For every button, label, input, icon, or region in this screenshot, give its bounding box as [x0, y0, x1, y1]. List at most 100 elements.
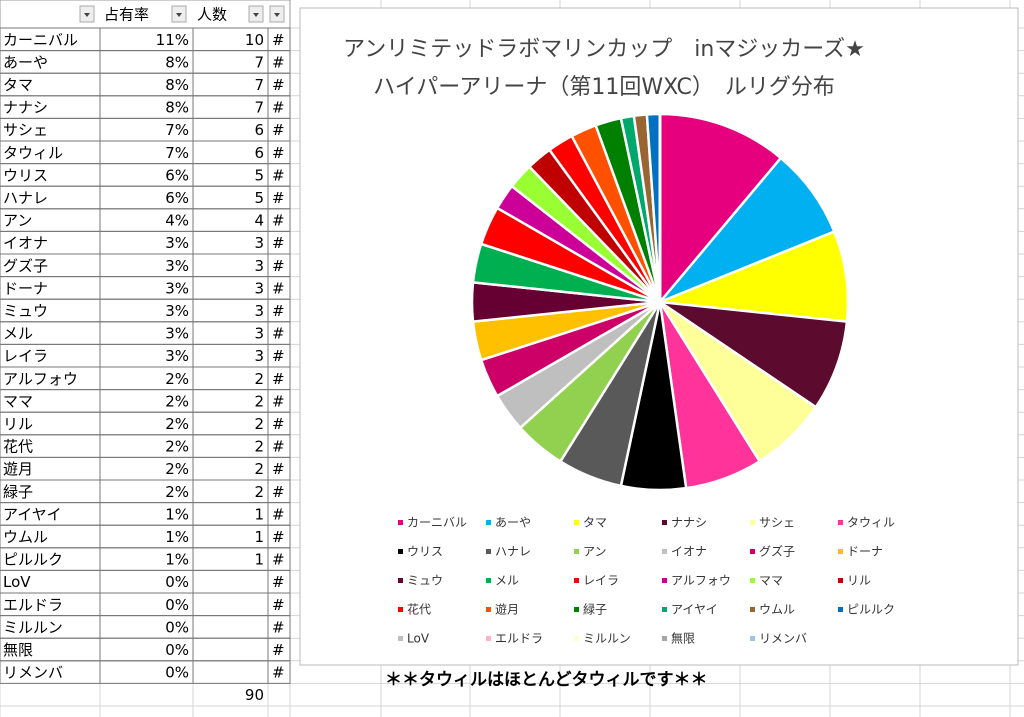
- count-cell: 3: [254, 302, 264, 320]
- legend-label: 花代: [407, 602, 431, 617]
- legend-swatch: [662, 520, 667, 525]
- name-cell: 遊月: [3, 460, 33, 478]
- name-cell: タマ: [3, 76, 33, 94]
- overflow-cell: #: [272, 618, 285, 636]
- share-cell: 2%: [165, 392, 189, 410]
- name-cell: カーニバル: [3, 31, 78, 49]
- name-cell: グズ子: [3, 257, 48, 275]
- pie-slice: [659, 156, 836, 304]
- share-cell: 3%: [165, 257, 189, 275]
- legend-label: タウィル: [847, 516, 895, 530]
- overflow-cell: #: [272, 76, 285, 94]
- filter-arrow: [84, 13, 90, 17]
- legend-swatch: [486, 520, 491, 525]
- name-cell: アイヤイ: [3, 505, 62, 523]
- share-cell: 0%: [165, 641, 189, 659]
- legend-swatch: [486, 607, 491, 612]
- overflow-cell: #: [272, 166, 285, 184]
- share-cell: 2%: [165, 483, 189, 501]
- name-cell: タウィル: [3, 144, 63, 162]
- legend-label: 無限: [671, 631, 695, 646]
- name-cell: 花代: [3, 438, 33, 456]
- count-cell: 7: [254, 76, 264, 94]
- legend-label: リメンバ: [759, 632, 807, 646]
- share-cell: 3%: [165, 302, 189, 320]
- share-cell: 7%: [165, 121, 189, 139]
- legend-label: サシェ: [759, 516, 795, 530]
- share-cell: 6%: [165, 166, 189, 184]
- overflow-cell: #: [272, 641, 285, 659]
- legend-swatch: [838, 520, 843, 525]
- legend-label: リル: [847, 574, 871, 588]
- share-cell: 0%: [165, 596, 189, 614]
- overflow-cell: #: [272, 189, 285, 207]
- legend-label: あーや: [495, 516, 531, 530]
- overflow-cell: #: [272, 460, 285, 478]
- count-cell: 2: [254, 415, 264, 433]
- overflow-cell: #: [272, 528, 285, 546]
- overflow-cell: #: [272, 392, 285, 410]
- legend-swatch: [750, 607, 755, 612]
- legend-swatch: [838, 549, 843, 554]
- legend-swatch: [750, 520, 755, 525]
- pie-slice: [659, 229, 850, 324]
- count-cell: 1: [254, 551, 264, 569]
- legend-swatch: [662, 607, 667, 612]
- count-cell: 2: [254, 460, 264, 478]
- legend-label: ウムル: [759, 603, 795, 617]
- name-cell: ドーナ: [3, 279, 48, 297]
- legend-label: ミルルン: [583, 632, 631, 646]
- overflow-cell: #: [272, 325, 285, 343]
- legend-swatch: [750, 578, 755, 583]
- legend-swatch: [486, 636, 491, 641]
- legend-swatch: [574, 607, 579, 612]
- count-cell: 3: [254, 234, 264, 252]
- name-cell: 緑子: [3, 483, 33, 501]
- name-cell: リメンバ: [3, 664, 63, 682]
- legend-swatch: [486, 549, 491, 554]
- legend-label: ピルルク: [847, 603, 895, 617]
- overflow-cell: #: [272, 279, 285, 297]
- table-row: [0, 660, 291, 684]
- legend-swatch: [574, 520, 579, 525]
- count-cell: 2: [254, 392, 264, 410]
- legend-swatch: [838, 607, 843, 612]
- count-cell: 10: [245, 31, 264, 49]
- filter-arrow: [253, 13, 259, 17]
- count-cell: 7: [254, 99, 264, 117]
- pie: [470, 112, 850, 492]
- overflow-cell: #: [272, 302, 285, 320]
- legend-swatch: [750, 549, 755, 554]
- legend-label: LoV: [407, 632, 430, 646]
- total-cell: 90: [245, 686, 264, 704]
- name-cell: ママ: [3, 392, 33, 410]
- share-cell: 3%: [165, 234, 189, 252]
- legend-swatch: [662, 549, 667, 554]
- count-cell: 2: [254, 483, 264, 501]
- share-cell: 2%: [165, 370, 189, 388]
- share-cell: 4%: [165, 212, 189, 230]
- legend-label: ママ: [759, 574, 783, 588]
- header-cell: 人数: [197, 6, 227, 24]
- name-cell: リル: [3, 415, 33, 433]
- share-cell: 0%: [165, 664, 189, 682]
- legend-label: イオナ: [671, 545, 707, 559]
- overflow-cell: #: [272, 234, 285, 252]
- count-cell: 6: [254, 144, 264, 162]
- count-cell: 3: [254, 257, 264, 275]
- overflow-cell: #: [272, 505, 285, 523]
- name-cell: 無限: [3, 641, 33, 659]
- count-cell: 3: [254, 325, 264, 343]
- count-cell: 4: [254, 212, 264, 230]
- legend-label: メル: [495, 574, 519, 588]
- legend-label: ハナレ: [495, 545, 531, 559]
- legend-swatch: [750, 636, 755, 641]
- legend-label: ミュウ: [407, 574, 443, 588]
- share-cell: 1%: [165, 505, 189, 523]
- share-cell: 2%: [165, 460, 189, 478]
- overflow-cell: #: [272, 212, 285, 230]
- share-cell: 11%: [156, 31, 189, 49]
- name-cell: サシェ: [3, 121, 48, 139]
